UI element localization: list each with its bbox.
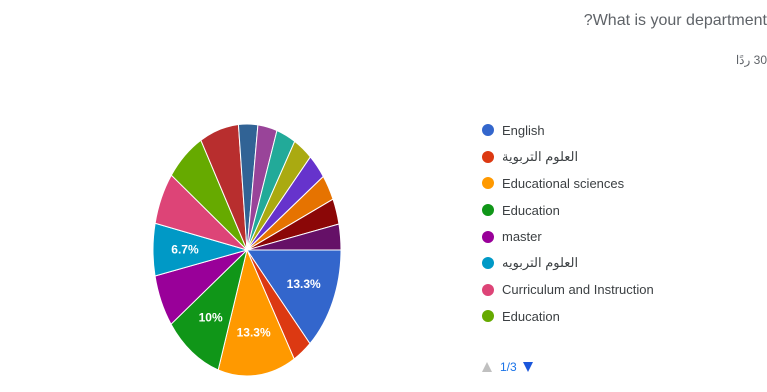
legend-label: العلوم التربويه (502, 255, 579, 271)
pie-slice-1[interactable] (246, 249, 342, 345)
legend-pager: 1/3 (482, 360, 533, 374)
pager-up-icon[interactable] (482, 362, 492, 372)
legend-label: master (502, 229, 542, 245)
responses-count: 30 ردًا (735, 53, 767, 67)
pager-text: 1/3 (500, 360, 517, 374)
legend-swatch (482, 283, 494, 296)
legend-item-3: Educational sciences (482, 170, 654, 197)
legend-label: العلوم التربوية (502, 148, 579, 164)
legend-label: Educational sciences (502, 175, 625, 191)
slice-label-4: 10% (199, 310, 223, 324)
legend-label: Education (502, 308, 560, 324)
legend-label: Curriculum and Instruction (502, 282, 654, 298)
legend-item-1: English (482, 117, 654, 144)
pie-chart: 13.3% 13.3% 10% 6.7% (152, 123, 342, 377)
legend-swatch (482, 310, 494, 323)
legend-swatch (482, 230, 494, 243)
legend-swatch (482, 150, 494, 163)
pie-slice-17[interactable] (246, 223, 342, 251)
slice-label-1: 13.3% (287, 277, 321, 291)
legend-label: Education (502, 202, 560, 218)
legend-item-4: Education (482, 197, 654, 224)
legend-swatch (482, 177, 494, 190)
question-title: ?What is your department (583, 12, 767, 29)
legend-item-7: Curriculum and Instruction (482, 277, 654, 304)
legend: English العلوم التربوية Educational scienc… (482, 117, 654, 330)
legend-item-5: master (482, 223, 654, 250)
legend-swatch (482, 257, 494, 270)
legend-swatch (482, 124, 494, 137)
legend-label: English (502, 122, 545, 138)
legend-item-2: العلوم التربوية (482, 144, 654, 171)
legend-item-6: العلوم التربويه (482, 250, 654, 277)
slice-label-3: 13.3% (237, 326, 271, 340)
slice-label-6: 6.7% (171, 243, 199, 257)
pie-slice-4[interactable] (170, 248, 248, 371)
pager-down-icon[interactable] (522, 362, 533, 372)
legend-swatch (482, 204, 494, 217)
legend-item-8: Education (482, 303, 654, 330)
pie-slice-3[interactable] (217, 248, 295, 377)
